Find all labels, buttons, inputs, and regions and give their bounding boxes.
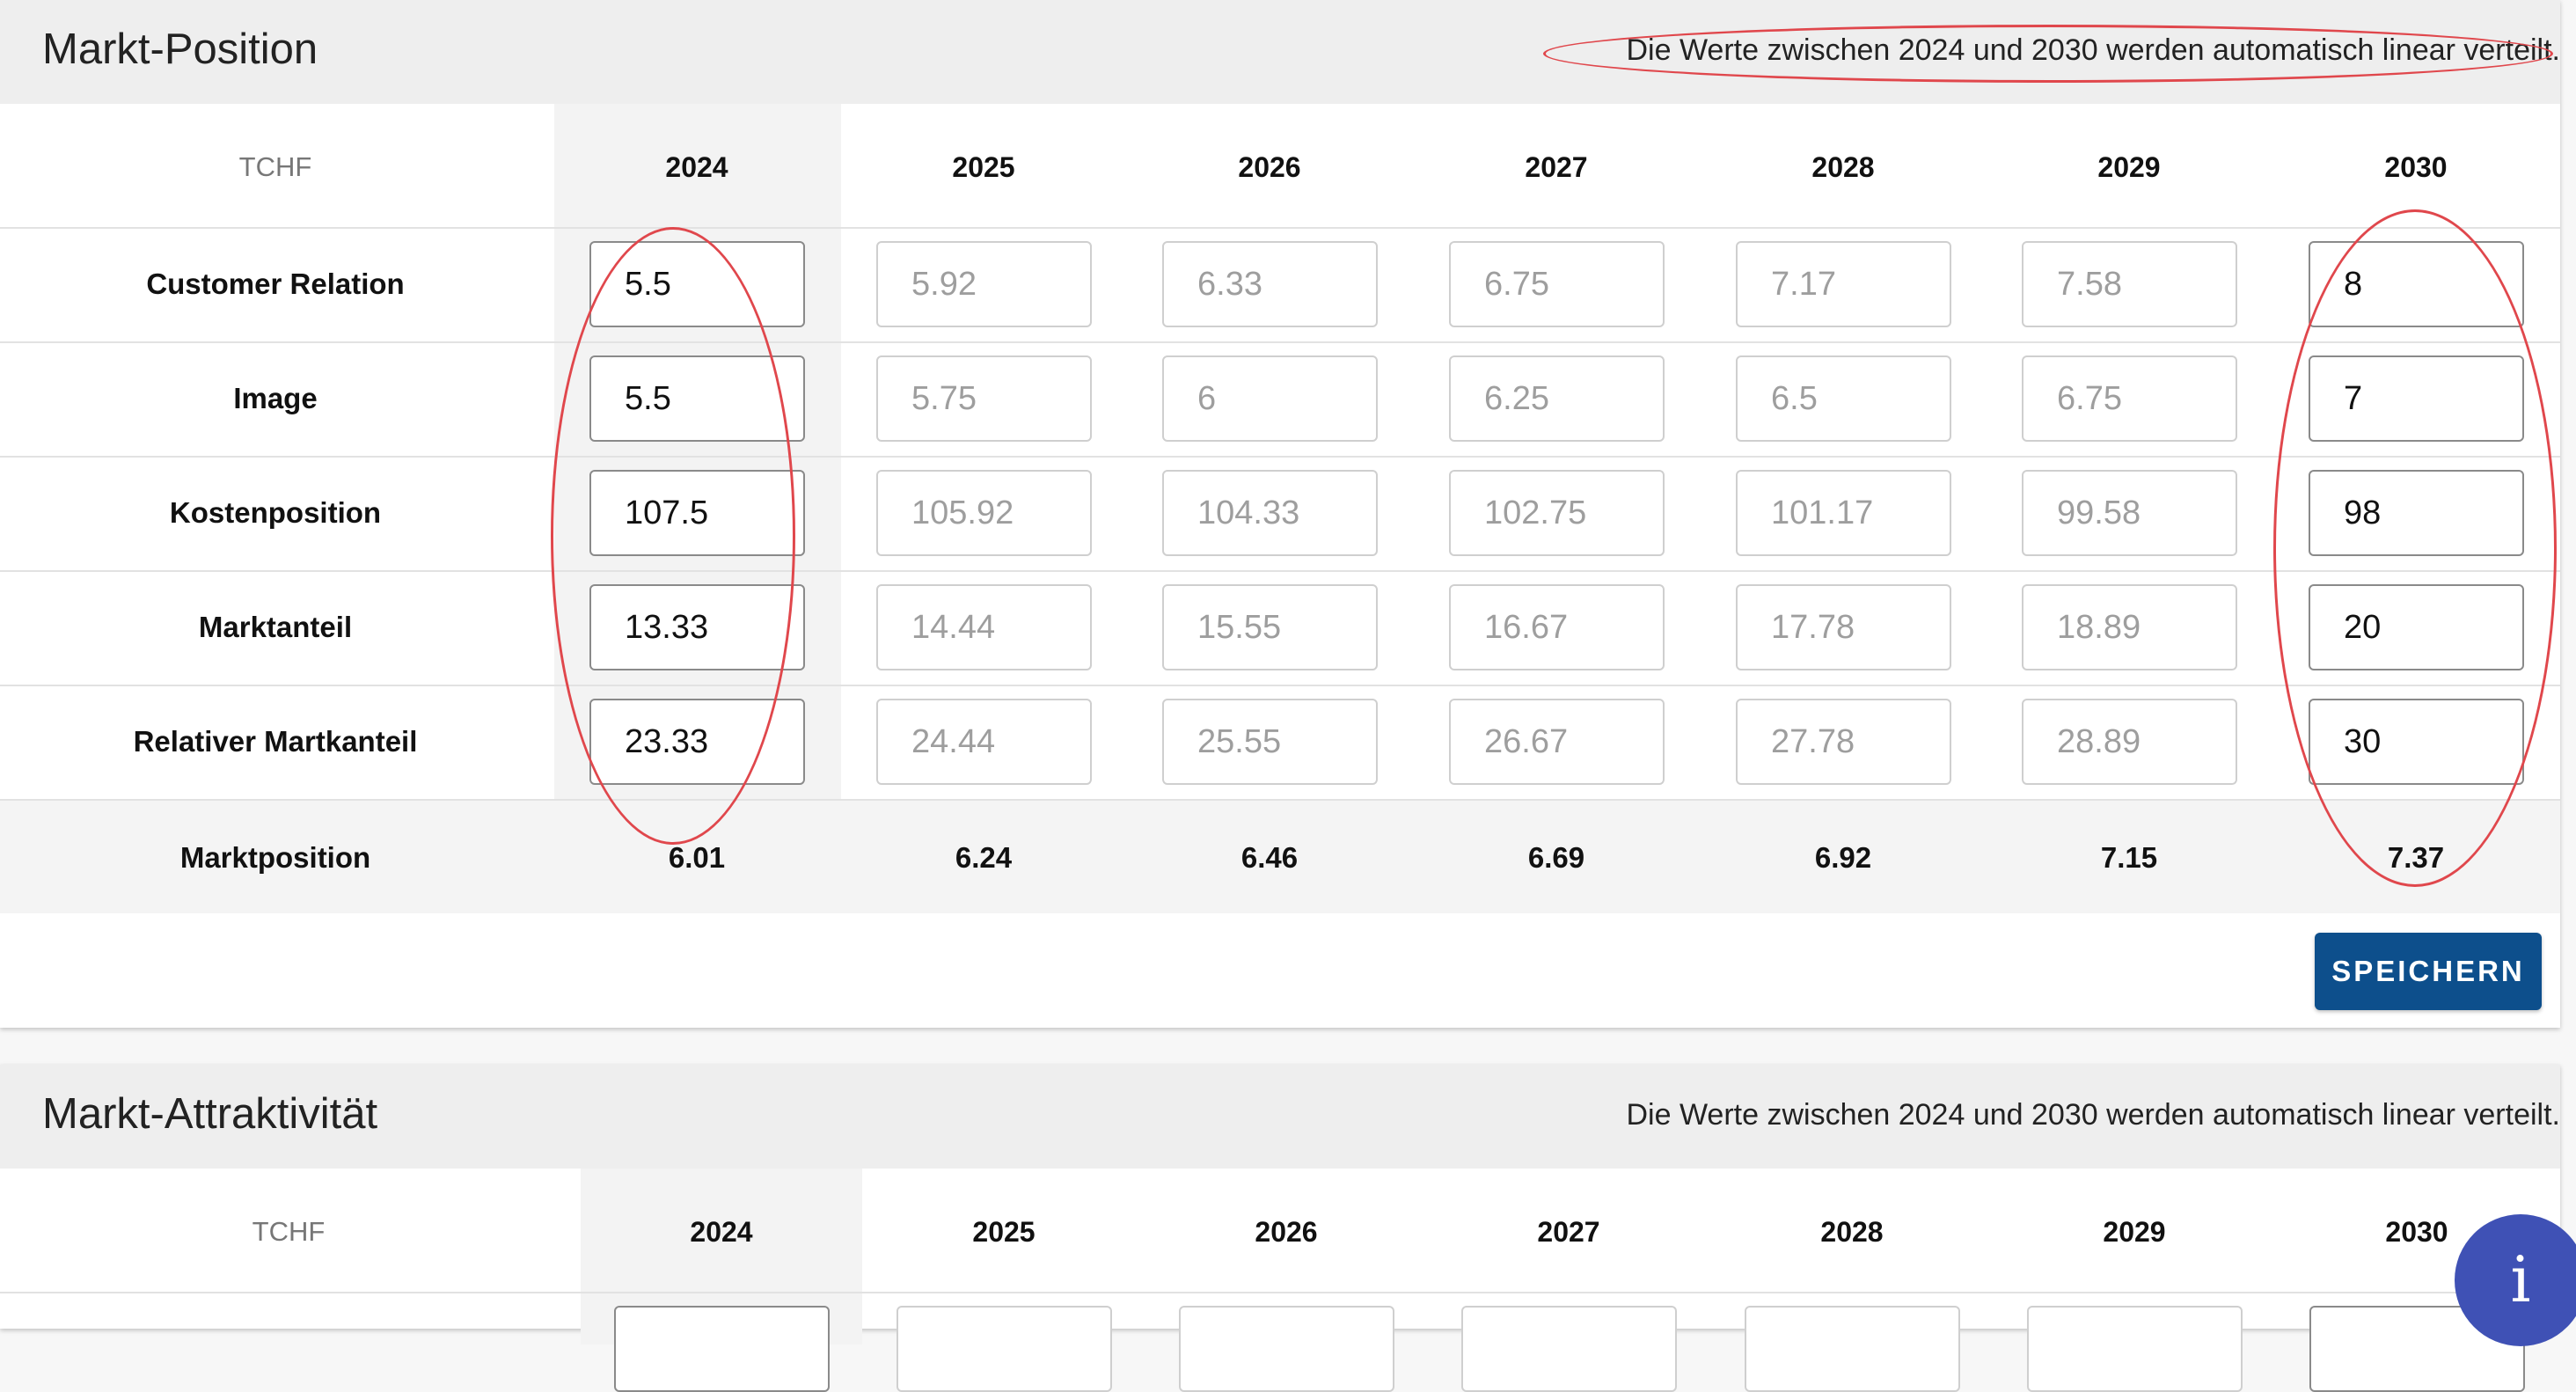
- value-input[interactable]: [2309, 355, 2524, 442]
- value-input[interactable]: [896, 1306, 1112, 1392]
- row-label: Customer Relation: [146, 267, 405, 300]
- value-input: [1449, 241, 1665, 327]
- row-divider: [0, 227, 2560, 229]
- highlight-column-2024: [554, 104, 841, 801]
- value-input: [1162, 699, 1378, 785]
- total-value: 6.01: [668, 841, 726, 874]
- year-header-2024: 2024: [665, 151, 728, 183]
- value-input: [1162, 241, 1378, 327]
- value-input: [2022, 355, 2237, 442]
- value-input: [2022, 584, 2237, 670]
- value-input: [1162, 355, 1378, 442]
- value-input: [1736, 699, 1951, 785]
- value-input[interactable]: [614, 1306, 830, 1392]
- value-input: [1449, 584, 1665, 670]
- total-value: 6.92: [1814, 841, 1872, 874]
- year-header-2027: 2027: [1525, 151, 1588, 183]
- value-input: [876, 699, 1092, 785]
- info-icon: i: [2510, 1242, 2531, 1316]
- year-header-2026: 2026: [1238, 151, 1301, 183]
- distribution-note: Die Werte zwischen 2024 und 2030 werden …: [1626, 1098, 2560, 1132]
- total-value: 6.24: [955, 841, 1013, 874]
- year-header-2026: 2026: [1255, 1216, 1318, 1248]
- value-input[interactable]: [2309, 584, 2524, 670]
- value-input: [1162, 470, 1378, 556]
- value-input[interactable]: [589, 241, 805, 327]
- row-divider: [0, 341, 2560, 343]
- value-input: [876, 241, 1092, 327]
- total-value: 7.15: [2100, 841, 2158, 874]
- year-header-2027: 2027: [1537, 1216, 1600, 1248]
- row-divider: [0, 799, 2560, 801]
- year-header-2028: 2028: [1820, 1216, 1884, 1248]
- distribution-note: Die Werte zwischen 2024 und 2030 werden …: [1626, 33, 2560, 67]
- value-input[interactable]: [1745, 1306, 1960, 1392]
- year-header-2025: 2025: [972, 1216, 1036, 1248]
- total-label: Marktposition: [179, 841, 371, 874]
- market-position-card: Markt-Position Die Werte zwischen 2024 u…: [0, 0, 2560, 1010]
- row-divider: [0, 685, 2560, 686]
- row-label: Marktanteil: [198, 611, 353, 643]
- card-header: Markt-Attraktivität Die Werte zwischen 2…: [0, 1065, 2560, 1169]
- value-input: [1449, 355, 1665, 442]
- value-input: [1449, 699, 1665, 785]
- info-button[interactable]: i: [2455, 1214, 2576, 1346]
- row-label: Relativer Martkanteil: [133, 725, 418, 758]
- value-input: [1162, 584, 1378, 670]
- value-input[interactable]: [2309, 470, 2524, 556]
- year-header-2029: 2029: [2103, 1216, 2166, 1248]
- row-label: Kostenposition: [169, 496, 382, 529]
- value-input[interactable]: [2309, 699, 2524, 785]
- total-value: 6.46: [1240, 841, 1299, 874]
- value-input[interactable]: [589, 584, 805, 670]
- year-header-2025: 2025: [952, 151, 1015, 183]
- year-header-2028: 2028: [1811, 151, 1875, 183]
- value-input: [1736, 355, 1951, 442]
- total-row: [0, 801, 2560, 913]
- unit-label: TCHF: [238, 151, 312, 182]
- row-label: Image: [233, 382, 318, 414]
- value-input: [1736, 241, 1951, 327]
- total-value: 6.69: [1527, 841, 1585, 874]
- save-button[interactable]: SPEICHERN: [2315, 933, 2542, 1010]
- year-header-2024: 2024: [690, 1216, 753, 1248]
- value-input[interactable]: [1179, 1306, 1394, 1392]
- value-input: [2022, 699, 2237, 785]
- value-input: [2022, 470, 2237, 556]
- value-input: [876, 470, 1092, 556]
- value-input[interactable]: [589, 699, 805, 785]
- value-input: [876, 355, 1092, 442]
- total-value: 7.37: [2387, 841, 2445, 874]
- card-title: Markt-Position: [42, 26, 318, 73]
- value-input: [1736, 470, 1951, 556]
- value-input: [1736, 584, 1951, 670]
- card-title: Markt-Attraktivität: [42, 1090, 378, 1138]
- value-input[interactable]: [2309, 241, 2524, 327]
- row-divider: [0, 456, 2560, 458]
- year-header-2030: 2030: [2385, 1216, 2448, 1248]
- value-input[interactable]: [1461, 1306, 1677, 1392]
- year-header-2030: 2030: [2384, 151, 2448, 183]
- value-input: [2022, 241, 2237, 327]
- value-input[interactable]: [589, 355, 805, 442]
- card-header: Markt-Position Die Werte zwischen 2024 u…: [0, 0, 2560, 104]
- row-divider: [0, 570, 2560, 572]
- value-input[interactable]: [589, 470, 805, 556]
- value-input: [876, 584, 1092, 670]
- market-attractiveness-card: Markt-Attraktivität Die Werte zwischen 2…: [0, 1065, 2560, 1392]
- unit-label: TCHF: [252, 1216, 326, 1247]
- year-header-2029: 2029: [2097, 151, 2161, 183]
- value-input[interactable]: [2027, 1306, 2243, 1392]
- value-input: [1449, 470, 1665, 556]
- row-divider: [0, 1292, 2560, 1293]
